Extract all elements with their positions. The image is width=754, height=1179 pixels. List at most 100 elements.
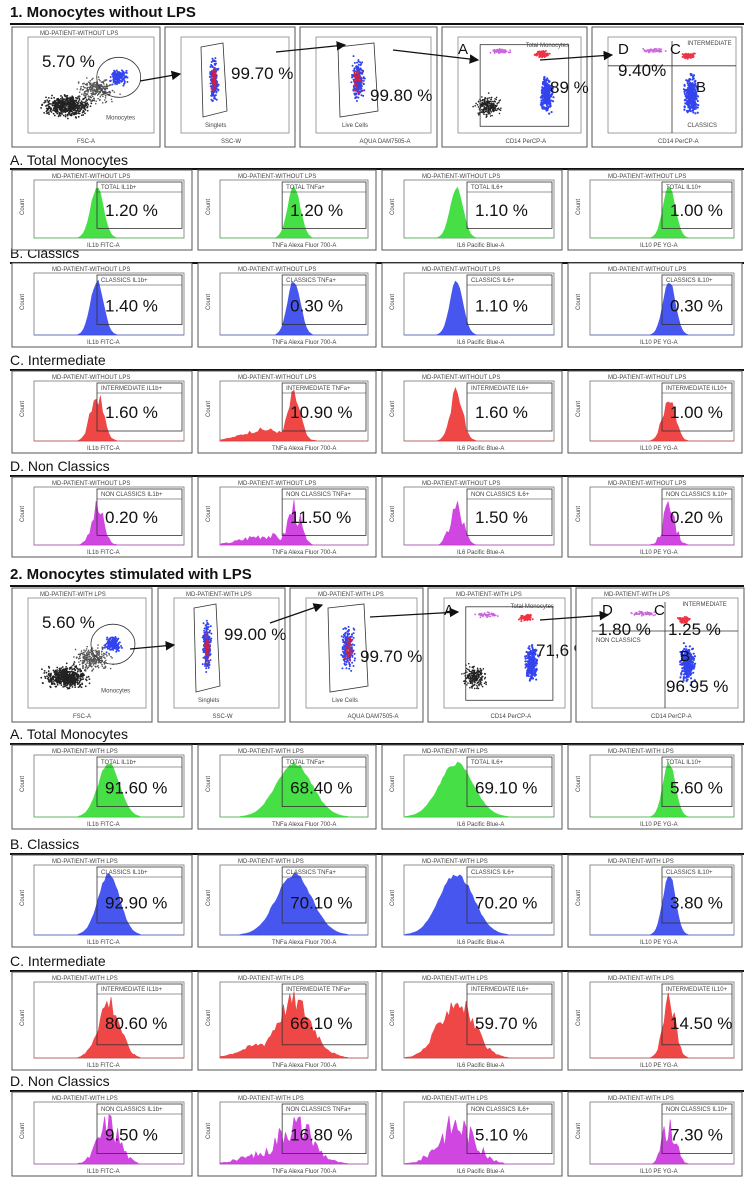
- event-dot: [358, 77, 360, 80]
- event-dot: [210, 88, 213, 90]
- event-dot: [88, 655, 91, 658]
- event-dot: [85, 648, 88, 650]
- event-dot: [62, 114, 65, 117]
- event-dot: [694, 79, 697, 82]
- event-dot: [92, 85, 95, 88]
- event-dot: [103, 80, 105, 82]
- event-dot: [111, 657, 113, 659]
- event-dot: [659, 49, 661, 52]
- event-dot: [472, 672, 475, 675]
- event-dot: [61, 96, 64, 99]
- event-dot: [91, 99, 94, 102]
- event-dot: [528, 647, 531, 650]
- event-dot: [73, 660, 76, 663]
- event-dot: [93, 84, 95, 87]
- event-dot: [107, 639, 110, 642]
- event-dot: [52, 108, 55, 110]
- event-dot: [684, 89, 687, 92]
- event-dot: [74, 116, 77, 118]
- event-dot: [74, 648, 77, 651]
- event-dot: [77, 673, 80, 676]
- event-dot: [541, 56, 544, 59]
- event-dot: [351, 648, 353, 651]
- event-dot: [77, 82, 80, 84]
- event-dot: [686, 82, 689, 85]
- event-dot: [354, 93, 357, 95]
- event-dot: [117, 643, 120, 646]
- event-dot: [86, 106, 89, 109]
- event-dot: [84, 90, 87, 92]
- event-dot: [56, 683, 59, 686]
- event-dot: [499, 49, 502, 52]
- event-dot: [105, 85, 108, 88]
- event-dot: [487, 92, 490, 94]
- event-dot: [80, 85, 82, 88]
- event-dot: [471, 669, 474, 672]
- event-dot: [86, 93, 89, 95]
- event-dot: [70, 99, 72, 102]
- event-dot: [356, 68, 359, 71]
- event-dot: [488, 111, 491, 114]
- event-dot: [527, 653, 530, 656]
- event-dot: [546, 52, 549, 55]
- event-dot: [648, 50, 651, 53]
- event-dot: [485, 107, 488, 110]
- event-dot: [68, 99, 70, 102]
- event-dot: [75, 96, 77, 99]
- event-dot: [65, 675, 68, 678]
- event-dot: [73, 671, 76, 674]
- event-dot: [83, 82, 85, 85]
- panel-frame: [164, 26, 296, 148]
- event-dot: [351, 661, 354, 664]
- event-dot: [90, 90, 92, 93]
- event-dot: [97, 93, 100, 95]
- event-dot: [97, 660, 100, 662]
- event-dot: [357, 96, 360, 99]
- event-dot: [101, 81, 104, 84]
- event-dot: [689, 109, 692, 113]
- event-dot: [684, 94, 687, 98]
- x-axis-label: FSC-A: [77, 139, 95, 145]
- event-dot: [494, 107, 497, 109]
- event-dot: [108, 652, 110, 655]
- event-dot: [694, 95, 698, 98]
- event-dot: [473, 665, 475, 668]
- event-dot: [685, 92, 689, 95]
- event-dot: [361, 90, 364, 93]
- event-dot: [210, 65, 213, 68]
- event-dot: [46, 99, 49, 102]
- event-dot: [96, 91, 98, 94]
- event-dot: [125, 75, 128, 78]
- event-dot: [489, 615, 492, 618]
- event-dot: [79, 667, 81, 670]
- event-dot: [44, 677, 47, 680]
- event-dot: [70, 113, 73, 116]
- event-dot: [353, 73, 356, 76]
- event-dot: [509, 51, 512, 54]
- event-dot: [116, 647, 119, 650]
- event-dot: [50, 97, 53, 100]
- event-dot: [485, 681, 487, 684]
- event-dot: [72, 113, 75, 116]
- event-dot: [693, 87, 696, 90]
- event-dot: [104, 79, 107, 82]
- event-dot: [57, 675, 60, 678]
- event-dot: [96, 83, 98, 86]
- event-dot: [108, 91, 111, 94]
- event-dot: [114, 78, 117, 81]
- event-dot: [102, 95, 104, 98]
- event-dot: [81, 682, 84, 685]
- event-dot: [70, 673, 72, 676]
- event-dot: [90, 94, 93, 96]
- event-dot: [477, 112, 479, 115]
- event-dot: [101, 647, 104, 650]
- event-dot: [99, 95, 102, 98]
- event-dot: [85, 664, 88, 667]
- event-dot: [499, 109, 502, 112]
- event-dot: [690, 88, 693, 91]
- event-dot: [57, 681, 60, 684]
- event-dot: [106, 641, 109, 644]
- event-dot: [116, 645, 119, 648]
- event-dot: [697, 103, 700, 107]
- panel-frame: [11, 587, 153, 723]
